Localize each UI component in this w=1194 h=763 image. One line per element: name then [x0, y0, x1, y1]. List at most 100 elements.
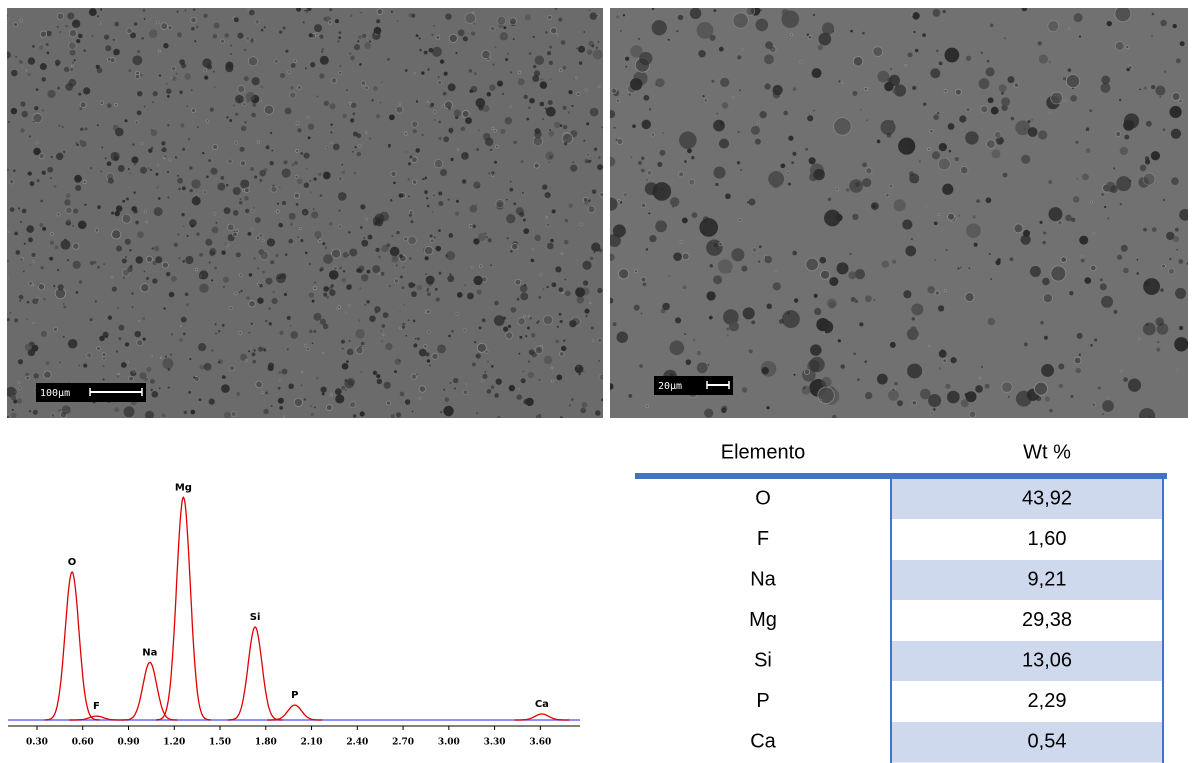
- pore: [166, 89, 172, 95]
- pore: [938, 213, 940, 215]
- pore: [494, 129, 497, 132]
- pore: [1178, 259, 1183, 264]
- pore: [384, 382, 391, 389]
- pore: [349, 102, 351, 104]
- pore: [579, 61, 582, 64]
- pore: [1098, 386, 1101, 389]
- pore: [394, 370, 397, 373]
- pore: [118, 165, 125, 172]
- pore: [438, 137, 442, 141]
- pore: [841, 82, 843, 84]
- pore: [46, 43, 49, 46]
- pore: [465, 13, 476, 24]
- pore: [848, 271, 856, 279]
- pore: [934, 259, 936, 261]
- pore: [199, 283, 208, 292]
- pore: [373, 371, 377, 375]
- pore: [877, 140, 881, 144]
- pore: [549, 131, 555, 137]
- pore: [755, 139, 761, 145]
- pore: [176, 11, 178, 13]
- pore: [472, 363, 476, 367]
- pore: [1156, 348, 1160, 352]
- pore: [115, 103, 118, 106]
- pore: [225, 64, 233, 72]
- pore: [960, 266, 962, 268]
- pore: [387, 58, 390, 61]
- pore: [859, 322, 863, 326]
- pore: [659, 150, 665, 156]
- pore: [1138, 338, 1140, 340]
- pore: [343, 114, 347, 118]
- pore: [727, 334, 729, 336]
- table-cell: Si: [754, 650, 772, 672]
- pore: [349, 52, 352, 55]
- pore: [783, 111, 788, 116]
- pore: [922, 33, 926, 37]
- pore: [73, 243, 79, 249]
- pore: [1110, 185, 1118, 193]
- pore: [351, 103, 356, 108]
- pore: [613, 322, 617, 326]
- pore: [373, 86, 378, 91]
- pore: [487, 361, 489, 363]
- pore: [33, 113, 42, 122]
- pore: [623, 193, 627, 197]
- pore: [43, 298, 45, 300]
- pore: [189, 219, 197, 227]
- pore: [1048, 21, 1059, 32]
- pore: [341, 340, 345, 344]
- pore: [425, 177, 428, 180]
- pore: [20, 259, 22, 261]
- pore: [894, 199, 906, 211]
- table-header: Wt %: [1023, 441, 1071, 463]
- pore: [813, 14, 815, 16]
- pore: [434, 236, 436, 238]
- pore: [862, 178, 871, 187]
- pore: [1014, 83, 1019, 88]
- pore: [36, 88, 39, 91]
- pore: [183, 332, 186, 335]
- pore: [259, 170, 266, 177]
- pore: [746, 7, 755, 16]
- pore: [668, 275, 670, 277]
- pore: [933, 9, 941, 17]
- pore: [129, 173, 131, 175]
- pore: [538, 320, 540, 322]
- pore: [14, 318, 18, 322]
- pore: [320, 386, 326, 392]
- pore: [583, 371, 585, 373]
- pore: [262, 271, 265, 274]
- pore: [525, 335, 527, 337]
- pore: [513, 141, 516, 144]
- pore: [171, 66, 175, 70]
- pore: [450, 158, 453, 161]
- pore: [1137, 259, 1139, 261]
- x-tick-label: 2.10: [301, 738, 323, 748]
- pore: [190, 410, 195, 415]
- pore: [191, 179, 200, 188]
- pore: [590, 257, 593, 260]
- pore: [1170, 106, 1182, 118]
- pore: [270, 260, 274, 264]
- pore: [333, 144, 340, 151]
- pore: [330, 394, 332, 396]
- pore: [360, 12, 362, 14]
- pore: [143, 338, 146, 341]
- pore: [576, 47, 578, 49]
- pore: [713, 275, 722, 284]
- pore: [471, 32, 475, 36]
- pore: [427, 292, 431, 296]
- pore: [432, 34, 434, 36]
- pore: [426, 289, 428, 291]
- peak-label: F: [93, 701, 100, 712]
- pore: [1040, 321, 1044, 325]
- pore: [975, 385, 983, 393]
- pore: [598, 360, 600, 362]
- pore: [131, 156, 138, 163]
- pore: [580, 223, 583, 226]
- pore: [199, 253, 203, 257]
- pore: [678, 15, 684, 21]
- pore: [804, 369, 809, 374]
- pore: [244, 188, 249, 193]
